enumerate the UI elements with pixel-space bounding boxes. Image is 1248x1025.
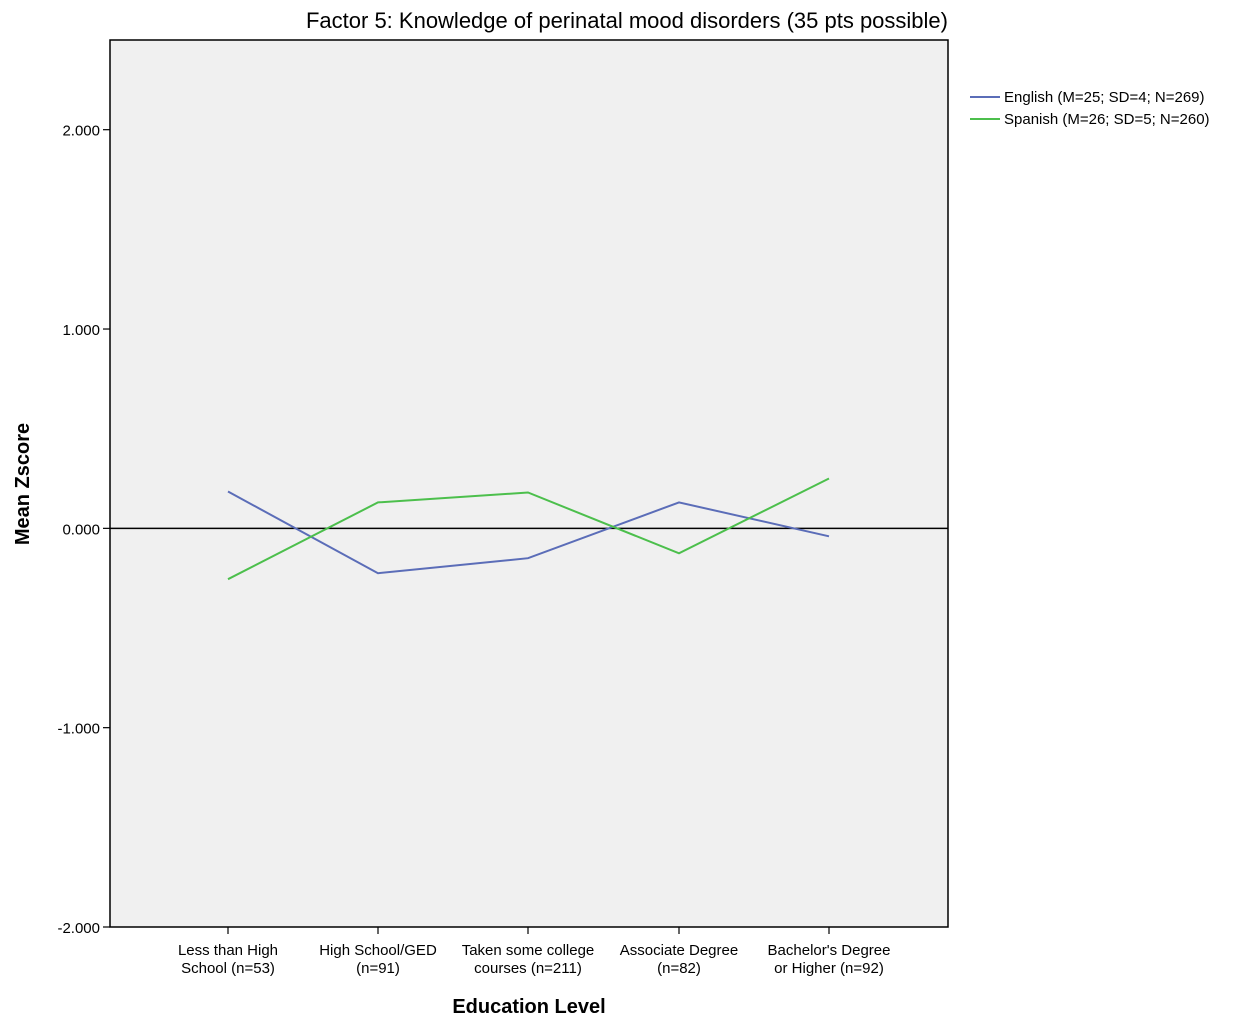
legend-label: English (M=25; SD=4; N=269) [1004,89,1205,106]
x-tick-label: Bachelor's Degree or Higher (n=92) [768,942,891,977]
x-axis: Less than High School (n=53) High School/G… [178,927,891,977]
x-tick-label: Less than High School (n=53) [178,942,278,977]
y-axis: -2.000 -1.000 0.000 1.000 2.000 [57,123,110,937]
x-tick-label: High School/GED (n=91) [319,942,437,977]
series-line-english [227,490,830,575]
x-tick-label: Associate Degree (n=82) [620,942,738,977]
series-lines [227,477,830,581]
y-tick-label: -1.000 [57,721,100,738]
legend-label: Spanish (M=26; SD=5; N=260) [1004,111,1210,128]
y-tick-label: 1.000 [62,322,100,339]
x-axis-label: Education Level [452,996,605,1018]
x-tick-label: Taken some college courses (n=211) [462,942,595,977]
legend: English (M=25; SD=4; N=269) Spanish (M=26… [970,89,1210,128]
plot-area [109,39,949,928]
y-tick-label: 0.000 [62,521,100,538]
y-tick-label: 2.000 [62,123,100,140]
series-line-spanish [227,477,830,581]
chart-title: Factor 5: Knowledge of perinatal mood di… [306,8,948,33]
y-tick-label: -2.000 [57,920,100,937]
y-axis-label: Mean Zscore [12,423,34,545]
